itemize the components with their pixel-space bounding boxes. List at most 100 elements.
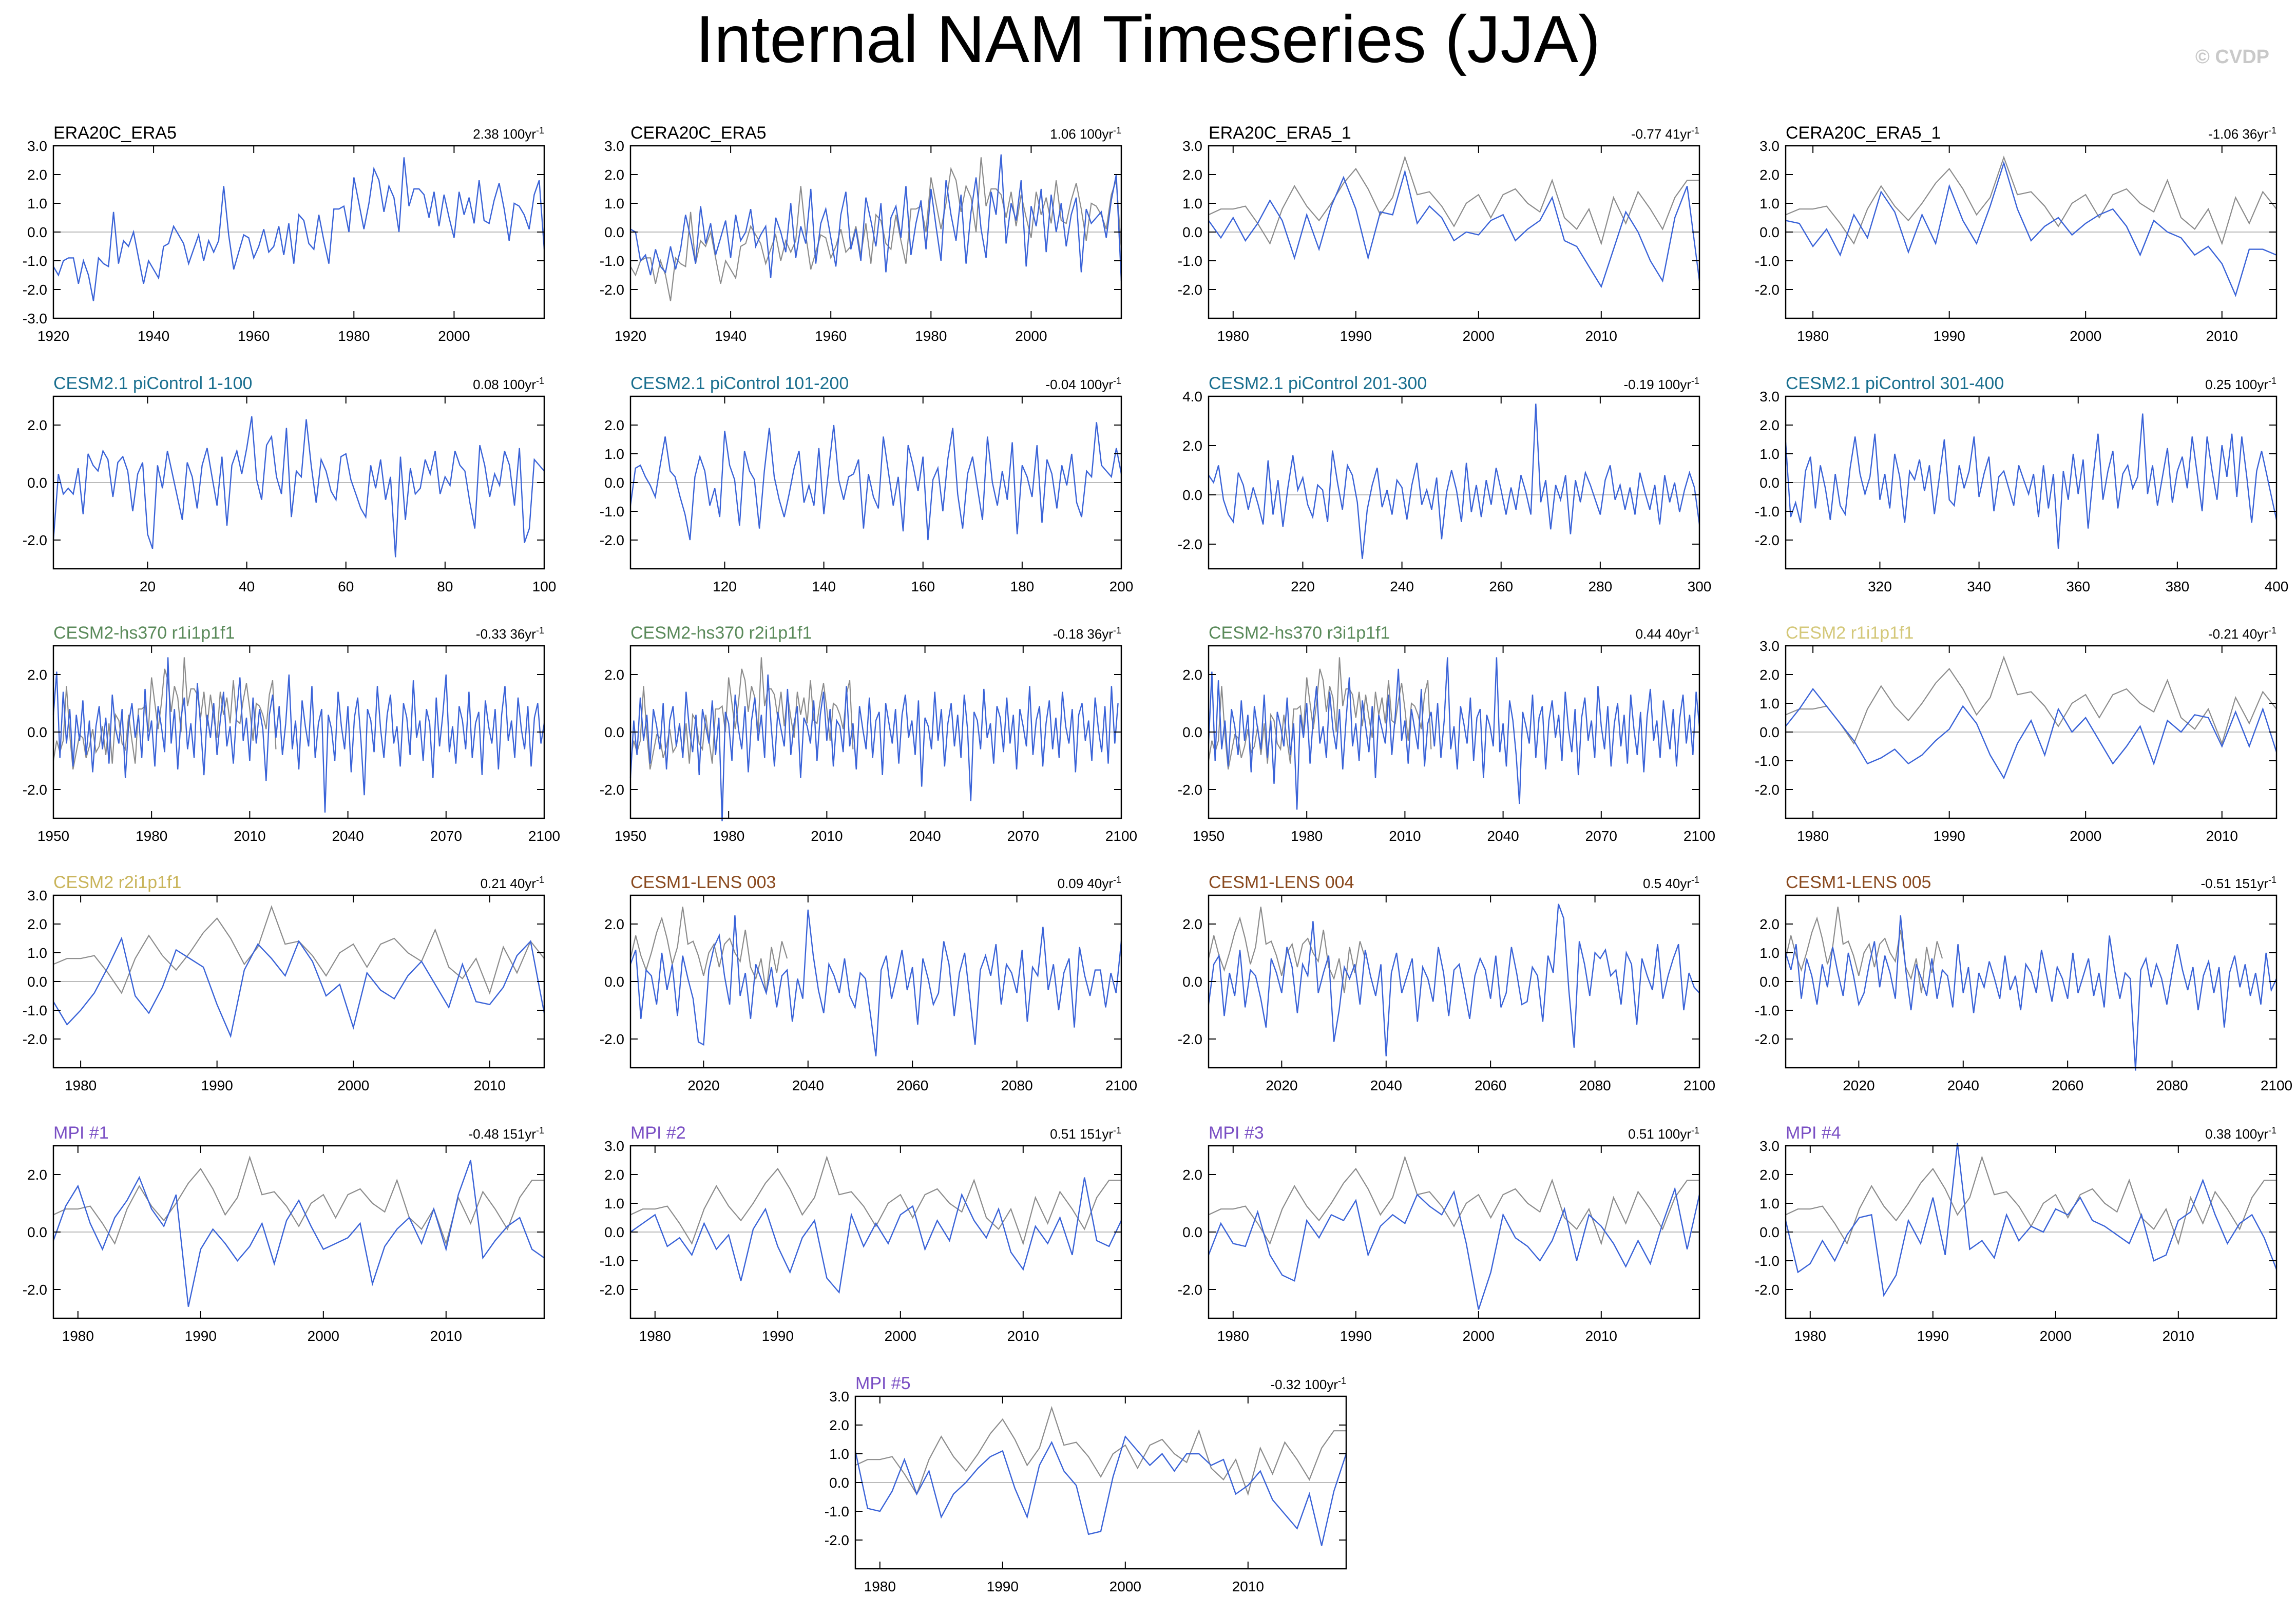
x-tick-label: 2010	[430, 1328, 462, 1344]
panel-8: CESM2.1 piControl 301-400 0.25 100yr-1 -2.…	[1755, 374, 2289, 594]
panel-14: CESM1-LENS 003 0.09 40yr-1 -2.0 0.0 2.0 2020 2…	[600, 873, 1137, 1093]
x-tick-label: 2080	[1001, 1078, 1032, 1093]
trend-unit-exponent: -1	[1113, 875, 1121, 885]
x-tick-label: 180	[1010, 579, 1035, 594]
x-tick-label: 60	[338, 579, 354, 594]
y-tick-label: 2.0	[604, 667, 624, 683]
y-tick-label: 1.0	[1759, 196, 1780, 211]
x-tick-label: 2080	[2156, 1078, 2188, 1093]
y-tick-label: 0.0	[27, 1224, 47, 1240]
y-tick-label: 2.0	[27, 916, 47, 932]
panel-trend: 1.06 100yr-1	[1050, 125, 1121, 142]
panel-7: CESM2.1 piControl 201-300 -0.19 100yr-1 -2…	[1178, 374, 1712, 594]
trend-unit-exponent: -1	[2268, 376, 2276, 386]
x-tick-label: 2020	[1843, 1078, 1874, 1093]
y-tick-label: -2.0	[1755, 282, 1780, 298]
trend-unit-exponent: -1	[1113, 376, 1121, 386]
y-tick-label: -1.0	[600, 1253, 624, 1269]
y-tick-label: -2.0	[1178, 282, 1202, 298]
x-tick-label: 2040	[909, 828, 941, 844]
x-tick-label: 1980	[1217, 1328, 1249, 1344]
panel-trend: -0.51 151yr-1	[2201, 875, 2276, 891]
panel-trend: -0.18 36yr-1	[1053, 625, 1121, 642]
y-tick-label: 0.0	[829, 1475, 849, 1491]
observation-line	[1785, 1155, 2276, 1246]
x-tick-label: 280	[1589, 579, 1613, 594]
x-tick-label: 1940	[138, 328, 169, 344]
x-tick-label: 2000	[337, 1078, 369, 1093]
y-tick-label: 0.0	[1759, 224, 1780, 240]
y-tick-label: 2.0	[1759, 667, 1780, 683]
panel-title: CESM2-hs370 r3i1p1f1	[1209, 623, 1390, 643]
y-tick-label: 2.0	[1759, 1167, 1780, 1183]
y-tick-label: 0.0	[604, 224, 624, 240]
x-tick-label: 240	[1390, 579, 1414, 594]
trend-unit-exponent: -1	[1691, 376, 1699, 386]
y-tick-label: -2.0	[1178, 1031, 1202, 1047]
x-tick-label: 1990	[1934, 828, 1965, 844]
y-tick-label: 0.0	[27, 724, 47, 740]
x-tick-label: 2040	[1947, 1078, 1979, 1093]
panel-trend: -0.33 36yr-1	[476, 625, 544, 642]
observation-line	[1785, 907, 1943, 993]
simulation-line	[630, 1177, 1122, 1294]
observation-line	[1785, 156, 2277, 245]
x-tick-label: 2020	[1266, 1078, 1297, 1093]
x-tick-label: 2040	[1370, 1078, 1402, 1093]
x-tick-label: 2100	[528, 828, 560, 844]
panel-title: CERA20C_ERA5_1	[1786, 123, 1941, 143]
y-tick-label: -1.0	[1755, 253, 1780, 269]
panel-6: CESM2.1 piControl 101-200 -0.04 100yr-1 -2…	[600, 374, 1134, 594]
panel-title: CESM1-LENS 003	[630, 873, 776, 892]
panel-13: CESM2 r2i1p1f1 0.21 40yr-1 -2.0 -1.0 0.0 1.0 2…	[23, 873, 545, 1093]
x-tick-label: 1980	[1217, 328, 1249, 344]
observation-line	[53, 905, 545, 995]
x-tick-label: 2070	[430, 828, 462, 844]
x-tick-label: 2020	[687, 1078, 719, 1093]
panel-trend: 0.38 100yr-1	[2205, 1125, 2276, 1142]
y-tick-label: -1.0	[23, 1003, 47, 1018]
x-tick-label: 2100	[1683, 828, 1715, 844]
y-tick-label: 3.0	[1759, 638, 1780, 654]
simulation-line	[52, 416, 545, 557]
panel-trend: -0.04 100yr-1	[1045, 376, 1121, 392]
panel-trend: 2.38 100yr-1	[473, 125, 544, 142]
x-tick-label: 220	[1291, 579, 1315, 594]
panel-title: CESM2 r1i1p1f1	[1786, 623, 1914, 643]
panel-trend: 0.09 40yr-1	[1058, 875, 1121, 891]
x-tick-label: 2010	[2163, 1328, 2194, 1344]
y-tick-label: 3.0	[1182, 138, 1202, 154]
y-tick-label: 0.0	[27, 224, 47, 240]
y-tick-label: -1.0	[1755, 753, 1780, 769]
y-tick-label: 2.0	[1182, 667, 1202, 683]
panel-title: ERA20C_ERA5	[53, 123, 177, 143]
x-tick-label: 2060	[2052, 1078, 2083, 1093]
y-tick-label: 4.0	[1182, 389, 1202, 405]
x-tick-label: 1980	[864, 1579, 896, 1594]
panel-16: CESM1-LENS 005 -0.51 151yr-1 -2.0 -1.0 0.0 1.…	[1755, 873, 2292, 1093]
panel-9: CESM2-hs370 r1i1p1f1 -0.33 36yr-1 -2.0 0.0 2…	[23, 623, 560, 844]
y-tick-label: 2.0	[27, 667, 47, 683]
x-tick-label: 1990	[987, 1579, 1019, 1594]
trend-unit-exponent: -1	[1113, 625, 1121, 636]
x-tick-label: 2100	[1105, 828, 1137, 844]
x-tick-label: 1980	[136, 828, 167, 844]
y-tick-label: 3.0	[27, 138, 47, 154]
y-tick-label: 1.0	[1759, 1196, 1780, 1211]
trend-unit-exponent: -1	[1113, 125, 1121, 136]
page-title: Internal NAM Timeseries (JJA)	[695, 2, 1601, 76]
panel-title: CESM2.1 piControl 101-200	[630, 374, 849, 393]
x-tick-label: 1980	[338, 328, 370, 344]
x-tick-label: 2040	[1487, 828, 1519, 844]
x-tick-label: 1980	[62, 1328, 94, 1344]
y-tick-label: -2.0	[23, 782, 47, 798]
simulation-line	[52, 657, 545, 813]
x-tick-label: 2010	[1232, 1579, 1264, 1594]
x-tick-label: 2040	[332, 828, 363, 844]
y-tick-label: 0.0	[604, 724, 624, 740]
x-tick-label: 1950	[615, 828, 646, 844]
panel-15: CESM1-LENS 004 0.5 40yr-1 -2.0 0.0 2.0 2020 20…	[1178, 873, 1715, 1093]
y-tick-label: 2.0	[829, 1417, 849, 1433]
panel-trend: -0.48 151yr-1	[468, 1125, 544, 1142]
